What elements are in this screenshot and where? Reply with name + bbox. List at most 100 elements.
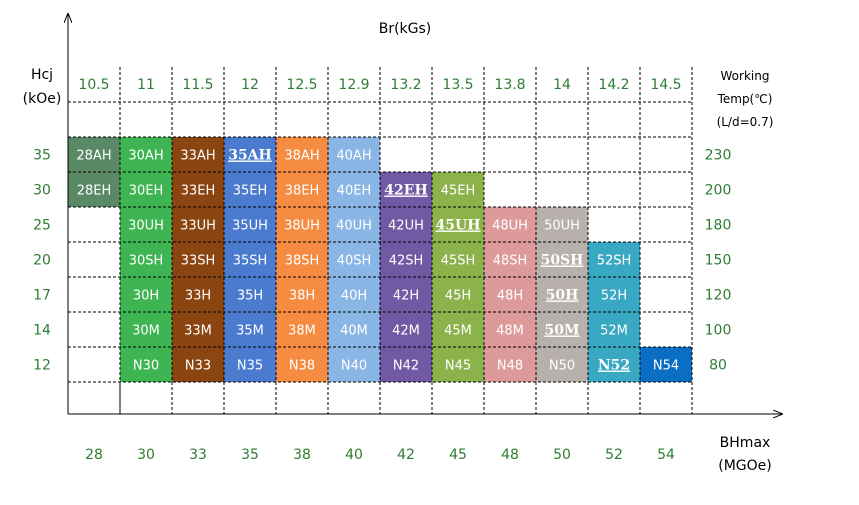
grade-label: N40 bbox=[341, 359, 367, 374]
grade-label: 33H bbox=[185, 289, 211, 304]
grade-cell-45sh bbox=[432, 242, 484, 277]
grade-cell-40eh bbox=[328, 172, 380, 207]
grade-label: 50UH bbox=[544, 219, 580, 234]
grade-cell-33m bbox=[172, 312, 224, 347]
grade-cell-40sh bbox=[328, 242, 380, 277]
br-tick-label: 11 bbox=[137, 77, 155, 93]
grade-cell-48sh bbox=[484, 242, 536, 277]
left-axis-label-line1: Hcj bbox=[31, 67, 53, 83]
grid-lines bbox=[68, 67, 693, 414]
tick-labels: 10.5 11 11.5 12 12.5 12.9 13.2 13.5 13.8 14 14.2 14… bbox=[33, 77, 731, 463]
grade-cell-35uh bbox=[224, 207, 276, 242]
grade-cell-35h bbox=[224, 277, 276, 312]
grade-cell-38uh bbox=[276, 207, 328, 242]
bhmax-tick-label: 28 bbox=[85, 447, 103, 463]
grade-label: 42EH bbox=[384, 183, 427, 199]
grade-cell-50m bbox=[536, 312, 588, 347]
br-tick-label: 13.2 bbox=[390, 77, 421, 93]
grade-label: 42M bbox=[392, 324, 420, 339]
grade-cell-42eh bbox=[380, 172, 432, 207]
grade-cell-42m bbox=[380, 312, 432, 347]
grade-label: 42UH bbox=[388, 219, 424, 234]
grade-label: 48H bbox=[497, 289, 523, 304]
br-tick-label: 12.9 bbox=[338, 77, 369, 93]
grade-cell-33sh bbox=[172, 242, 224, 277]
grade-label: N30 bbox=[133, 359, 159, 374]
grade-label: 40H bbox=[341, 289, 367, 304]
grade-cell-n38 bbox=[276, 347, 328, 382]
grade-cell-30h bbox=[120, 277, 172, 312]
br-tick-label: 13.8 bbox=[494, 77, 525, 93]
right-header-line1: Working bbox=[721, 69, 770, 83]
grade-cell-n42 bbox=[380, 347, 432, 382]
grade-label: 52H bbox=[601, 289, 627, 304]
grade-label: 35EH bbox=[233, 184, 268, 199]
grade-cell-38m bbox=[276, 312, 328, 347]
grade-label: N33 bbox=[185, 359, 211, 374]
grade-cell-n30 bbox=[120, 347, 172, 382]
grade-label: 35UH bbox=[232, 219, 268, 234]
grade-label: 33AH bbox=[180, 149, 215, 164]
grade-cell-45eh bbox=[432, 172, 484, 207]
grade-cell-n45 bbox=[432, 347, 484, 382]
grade-label: 48SH bbox=[493, 254, 528, 269]
grade-label: 42H bbox=[393, 289, 419, 304]
br-tick-label: 11.5 bbox=[182, 77, 213, 93]
grade-label: 48M bbox=[496, 324, 524, 339]
grade-label: 30AH bbox=[128, 149, 163, 164]
grade-cell-42sh bbox=[380, 242, 432, 277]
grade-label: 52M bbox=[600, 324, 628, 339]
working-temp-label: 180 bbox=[705, 218, 732, 234]
bhmax-tick-label: 50 bbox=[553, 447, 571, 463]
grade-label: 40M bbox=[340, 324, 368, 339]
grade-cell-33ah bbox=[172, 137, 224, 172]
grade-label: 30M bbox=[132, 324, 160, 339]
bottom-axis-label-line2: (MGOe) bbox=[718, 458, 771, 474]
grade-cell-38ah bbox=[276, 137, 328, 172]
grade-label: 45UH bbox=[436, 218, 481, 234]
grade-label: 50SH bbox=[541, 253, 584, 269]
grade-cell-52h bbox=[588, 277, 640, 312]
grade-cell-30eh bbox=[120, 172, 172, 207]
grade-label: 35H bbox=[237, 289, 263, 304]
grade-cell-48m bbox=[484, 312, 536, 347]
grade-cell-40ah bbox=[328, 137, 380, 172]
grade-cell-45h bbox=[432, 277, 484, 312]
grade-label: 38UH bbox=[284, 219, 320, 234]
grade-cell-45uh bbox=[432, 207, 484, 242]
grade-label: 40EH bbox=[337, 184, 372, 199]
working-temp-label: 150 bbox=[705, 253, 732, 269]
grade-cell-n40 bbox=[328, 347, 380, 382]
grade-label: 40SH bbox=[337, 254, 372, 269]
grade-label: 50H bbox=[546, 288, 579, 304]
grade-label: N50 bbox=[549, 359, 575, 374]
grade-cell-n35 bbox=[224, 347, 276, 382]
grade-cell-35ah bbox=[224, 137, 276, 172]
br-tick-label: 14 bbox=[553, 77, 571, 93]
grade-cell-33h bbox=[172, 277, 224, 312]
grade-cell-50sh bbox=[536, 242, 588, 277]
grade-label: 45EH bbox=[441, 184, 476, 199]
grade-cell-50uh bbox=[536, 207, 588, 242]
bhmax-tick-label: 45 bbox=[449, 447, 467, 463]
grade-label: 28AH bbox=[76, 149, 111, 164]
top-axis-label: Br(kGs) bbox=[379, 21, 432, 37]
grade-cell-28eh bbox=[68, 172, 120, 207]
grade-label: 35AH bbox=[228, 148, 272, 164]
grade-label: 38AH bbox=[284, 149, 319, 164]
grade-cell-38sh bbox=[276, 242, 328, 277]
grade-cell-35eh bbox=[224, 172, 276, 207]
grade-label: 35SH bbox=[233, 254, 268, 269]
bhmax-tick-label: 54 bbox=[657, 447, 675, 463]
grade-cell-n54 bbox=[640, 347, 692, 382]
hcj-tick-label: 25 bbox=[33, 218, 51, 234]
grade-label: N54 bbox=[653, 359, 679, 374]
br-tick-label: 14.2 bbox=[598, 77, 629, 93]
grade-cell-30sh bbox=[120, 242, 172, 277]
grade-cell-38h bbox=[276, 277, 328, 312]
grade-cell-35sh bbox=[224, 242, 276, 277]
grade-label: 30H bbox=[133, 289, 159, 304]
bhmax-tick-label: 35 bbox=[241, 447, 259, 463]
hcj-tick-label: 20 bbox=[33, 253, 51, 269]
